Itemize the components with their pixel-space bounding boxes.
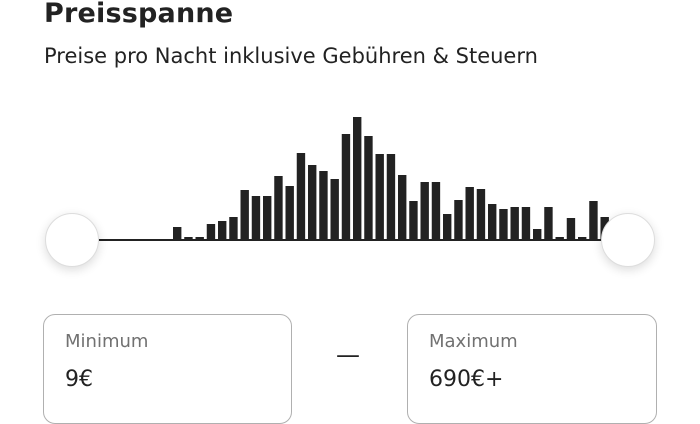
histogram-bar [251,196,261,240]
histogram-bar [375,154,384,240]
histogram-bar [229,217,238,240]
maximum-price-field[interactable]: Maximum 690€+ [407,314,657,424]
page-subtitle: Preise pro Nacht inklusive Gebühren & St… [44,44,538,68]
histogram-bar [510,207,519,240]
histogram-bar [173,227,182,240]
histogram-bar [128,239,137,240]
minimum-price-field[interactable]: Minimum 9€ [43,314,292,424]
histogram-bar [409,201,418,240]
histogram-bar [364,136,373,240]
histogram-bar [218,221,227,240]
histogram-bar [431,182,441,240]
histogram-bar [578,237,587,240]
histogram-bar [206,224,216,240]
histogram-bar [566,218,576,240]
histogram-bar [386,154,396,240]
histogram-bar [285,186,294,240]
histogram-bar [274,176,283,240]
histogram-bar [240,190,249,240]
histogram-bar [499,209,508,240]
histogram-bar [443,214,452,240]
histogram-bar [476,189,486,240]
maximum-price-input[interactable]: 690€+ [429,367,504,392]
histogram-bar [296,153,306,240]
histogram-bar [420,182,429,240]
minimum-price-label: Minimum [65,331,149,352]
maximum-price-label: Maximum [429,331,518,352]
range-slider-min-handle[interactable] [45,213,99,267]
histogram-bar [353,117,362,240]
histogram-bar [533,229,542,240]
histogram-bar [488,204,497,240]
histogram-bar [161,239,171,240]
range-separator: — [336,341,360,369]
histogram-bar [589,201,598,240]
histogram-bar [555,237,564,240]
histogram-bar [544,207,553,240]
histogram-bar [521,207,531,240]
histogram-bar [398,175,407,240]
histogram-bar [195,237,204,240]
histogram-bar [465,187,474,240]
minimum-price-input[interactable]: 9€ [65,367,93,392]
range-slider-max-handle[interactable] [601,213,655,267]
histogram-bar [330,179,339,240]
histogram-bar [308,165,317,240]
histogram-bar [319,171,328,240]
histogram-bar [263,196,272,240]
histogram-bar [150,239,159,240]
price-histogram [99,117,621,241]
histogram-bar [341,134,351,240]
histogram-bar [184,237,193,240]
page-title: Preisspanne [44,0,234,29]
histogram-bar [454,200,463,240]
